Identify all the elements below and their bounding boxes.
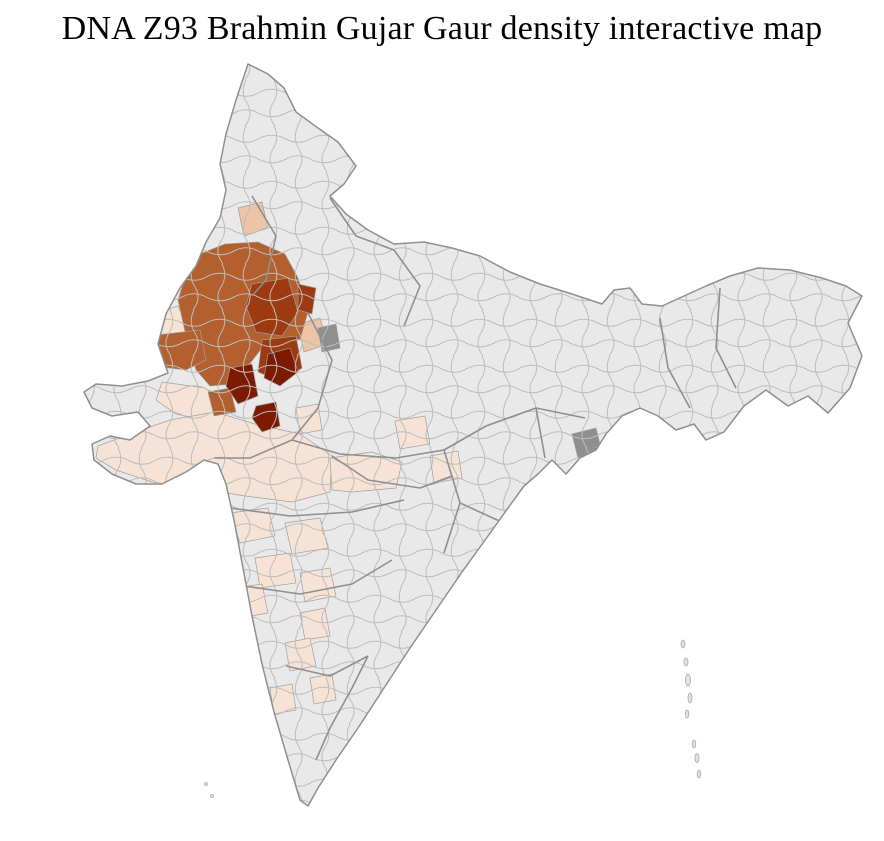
island[interactable]	[210, 794, 214, 798]
state-border-line	[329, 197, 395, 251]
island[interactable]	[694, 753, 700, 763]
island[interactable]	[684, 709, 690, 719]
india-choropleth-map[interactable]	[0, 48, 884, 829]
island[interactable]	[683, 657, 689, 667]
state-border-line	[229, 499, 405, 517]
state-border-line	[291, 425, 487, 459]
state-border-line	[331, 455, 453, 489]
andaman-nicobar-islands[interactable]	[680, 639, 702, 779]
island[interactable]	[204, 782, 208, 786]
state-border-line	[715, 287, 737, 389]
state-border-line	[243, 559, 393, 595]
state-border-line	[285, 655, 369, 677]
state-border-line	[214, 439, 293, 459]
state-border-line	[535, 407, 546, 459]
page-title: DNA Z93 Brahmin Gujar Gaur density inter…	[61, 10, 823, 47]
density-districts[interactable]	[84, 64, 866, 808]
state-border-line	[315, 655, 369, 761]
island[interactable]	[687, 692, 693, 704]
state-border-line	[393, 249, 421, 327]
island[interactable]	[691, 739, 697, 749]
state-border-line	[659, 317, 691, 409]
lakshadweep-islands[interactable]	[204, 782, 214, 798]
state-border-line	[291, 312, 333, 441]
island[interactable]	[680, 639, 686, 649]
state-border-line	[251, 195, 277, 297]
state-borders	[214, 195, 737, 761]
india-outline	[83, 63, 863, 807]
island[interactable]	[696, 769, 702, 779]
island[interactable]	[685, 673, 691, 687]
district-borders-mesh	[84, 64, 862, 806]
